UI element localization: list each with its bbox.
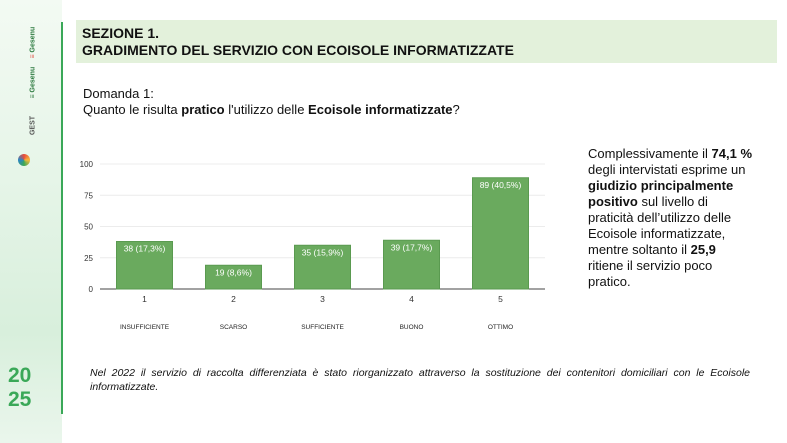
gest-logo: GEST bbox=[29, 115, 37, 136]
gesenu-logo: ≡ Gesenu bbox=[29, 66, 37, 99]
y-tick-label: 100 bbox=[80, 160, 94, 169]
y-tick-label: 25 bbox=[84, 254, 93, 263]
year-label: 20 25 bbox=[8, 364, 32, 411]
section-number: SEZIONE 1. bbox=[82, 25, 160, 41]
footnote: Nel 2022 il servizio di raccolta differe… bbox=[90, 367, 750, 393]
bar bbox=[116, 241, 173, 290]
x-tick-label: 5 bbox=[498, 294, 503, 304]
y-tick-label: 50 bbox=[84, 223, 93, 232]
section-title: GRADIMENTO DEL SERVIZIO CON ECOISOLE INF… bbox=[82, 42, 514, 58]
category-label: SUFFICIENTE bbox=[301, 324, 344, 331]
sidebar-background bbox=[0, 0, 62, 443]
data-label: 89 (40,5%) bbox=[480, 180, 522, 190]
category-label: OTTIMO bbox=[488, 324, 513, 331]
question-label: Domanda 1: bbox=[83, 86, 154, 101]
bar bbox=[294, 244, 351, 290]
data-label: 35 (15,9%) bbox=[302, 247, 344, 257]
category-label: BUONO bbox=[400, 324, 424, 331]
category-label: INSUFFICIENTE bbox=[120, 324, 170, 331]
x-tick-label: 2 bbox=[231, 294, 236, 304]
x-tick-label: 4 bbox=[409, 294, 414, 304]
bar bbox=[205, 264, 262, 290]
x-tick-label: 1 bbox=[142, 294, 147, 304]
y-tick-label: 0 bbox=[89, 285, 94, 294]
section-header: SEZIONE 1. GRADIMENTO DEL SERVIZIO CON E… bbox=[76, 20, 777, 63]
vertical-divider bbox=[61, 22, 63, 414]
data-label: 39 (17,7%) bbox=[391, 242, 433, 252]
question: Domanda 1: Quanto le risulta pratico l'u… bbox=[83, 86, 460, 118]
x-tick-label: 3 bbox=[320, 294, 325, 304]
gesenu-group-logo: ≡ Gesenu bbox=[29, 26, 37, 59]
data-label: 19 (8,6%) bbox=[215, 267, 252, 277]
summary-text: Complessivamente il 74,1 % degli intervi… bbox=[588, 146, 753, 289]
question-text: Quanto le risulta pratico l'utilizzo del… bbox=[83, 102, 460, 117]
bar bbox=[383, 239, 440, 290]
category-label: SCARSO bbox=[220, 324, 247, 331]
data-label: 38 (17,3%) bbox=[124, 244, 166, 254]
gest-logo-icon bbox=[18, 154, 30, 166]
y-tick-label: 75 bbox=[84, 191, 93, 200]
bar bbox=[472, 177, 529, 290]
